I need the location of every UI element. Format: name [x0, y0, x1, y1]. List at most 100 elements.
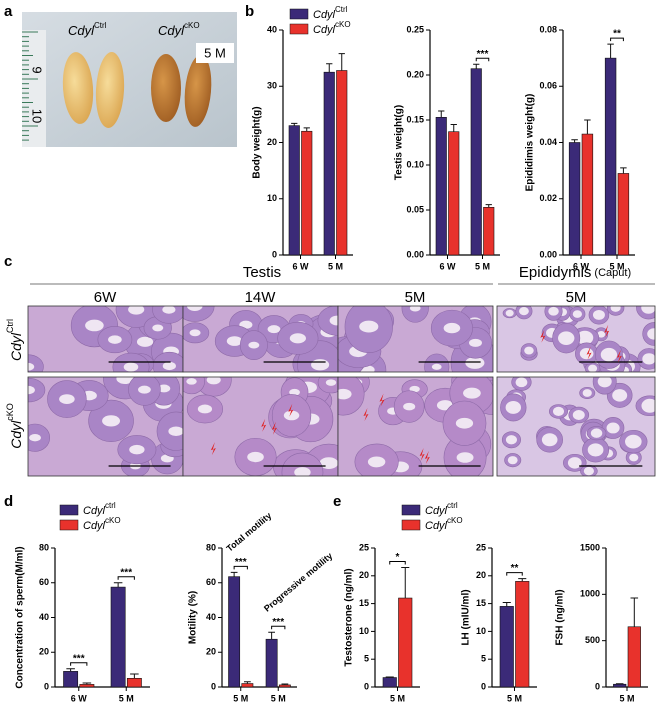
legend-swatch	[289, 8, 309, 20]
testis-photo	[184, 55, 212, 127]
lumen	[367, 456, 386, 468]
y-tick-label: 15	[476, 598, 486, 608]
y-axis-label: Testis weight(g)	[394, 105, 405, 180]
lumen	[267, 325, 281, 334]
tissue	[183, 306, 338, 372]
legend-label: CdylCtrl	[313, 5, 348, 21]
error-bar	[607, 43, 614, 59]
lumen	[505, 435, 517, 445]
y-axis-label: Body weight(g)	[252, 106, 263, 178]
y-tick-label: 40	[39, 612, 49, 622]
arrow	[261, 418, 267, 432]
image-border	[496, 305, 656, 373]
bar	[110, 586, 126, 688]
lumen	[582, 389, 592, 397]
arrow	[363, 407, 369, 421]
y-axis-label: Testosterone (ng/ml)	[344, 568, 355, 666]
error-bar	[438, 110, 445, 118]
lumen	[85, 319, 104, 332]
lumen	[409, 385, 420, 393]
row-name: Cdyl	[8, 420, 24, 449]
y-tick-label: 80	[39, 542, 49, 552]
column-header: 6W	[94, 289, 117, 306]
chart: 0 20 40 60 80 Motility (%) 5 M *** Total motilit…	[188, 510, 335, 703]
ruler-label: 9	[30, 66, 45, 73]
y-tick-label: 30	[267, 81, 277, 91]
bar	[336, 70, 348, 256]
chart: 0.00 0.05 0.10 0.15 0.20 0.25 Testis weight(g)…	[394, 24, 500, 271]
significance-bracket	[610, 37, 624, 42]
arrow	[210, 442, 216, 456]
column-header: 5M	[405, 289, 426, 306]
x-tick-label: 6 W	[439, 261, 456, 271]
lumen	[329, 315, 338, 326]
annotation: Progressive motility	[262, 551, 334, 614]
error-bar	[268, 631, 275, 640]
error-bar	[338, 53, 345, 71]
y-axis-label: Epididimis weight(g)	[525, 94, 536, 192]
y-tick-label: 0	[595, 681, 600, 691]
lumen	[311, 359, 330, 371]
bar	[568, 142, 581, 256]
age-box	[196, 43, 234, 63]
lumen	[583, 466, 594, 476]
legend-label: Cdylctrl	[425, 501, 458, 517]
y-tick-label: 25	[359, 542, 369, 552]
x-tick-label: 5 M	[390, 693, 405, 703]
lumen	[136, 336, 154, 347]
y-tick-label: 0.06	[539, 81, 557, 91]
tubule	[317, 306, 338, 336]
tissue-name: Epididymis	[519, 264, 592, 281]
lumen	[641, 306, 655, 314]
bar	[627, 626, 641, 688]
tissue	[338, 377, 493, 476]
lumen	[28, 385, 35, 395]
tubule	[281, 452, 324, 476]
error-bar	[303, 127, 310, 132]
lumen	[629, 453, 639, 462]
significance-label: ***	[235, 557, 247, 568]
panel-label: c	[4, 253, 12, 270]
significance-label: ***	[73, 653, 85, 664]
lumen	[567, 457, 582, 469]
lumen	[597, 377, 612, 388]
row-superscript: cKO	[5, 403, 15, 421]
y-tick-label: 5	[481, 654, 486, 664]
y-tick-label: 15	[359, 598, 369, 608]
lumen	[588, 364, 598, 372]
group-name: Cdyl	[158, 23, 185, 38]
lumen	[247, 451, 264, 463]
x-tick-label: 6 W	[292, 261, 309, 271]
y-tick-label: 10	[267, 193, 277, 203]
bar	[499, 606, 514, 688]
y-tick-label: 60	[206, 577, 216, 587]
significance-bracket	[233, 565, 248, 570]
legend-name: Cdyl	[313, 24, 336, 36]
significance-label: ***	[272, 617, 284, 628]
error-bar	[502, 601, 511, 607]
histology-image	[496, 305, 656, 373]
y-tick-label: 0.20	[406, 69, 424, 79]
significance-bracket	[70, 662, 88, 666]
tissue	[497, 377, 655, 476]
lumen	[600, 347, 618, 362]
significance-label: **	[613, 29, 621, 40]
lumen	[456, 452, 474, 463]
lumen	[294, 467, 311, 476]
significance-bracket	[117, 576, 135, 580]
lumen	[325, 379, 337, 386]
error-bar	[401, 566, 410, 599]
y-tick-label: 20	[359, 570, 369, 580]
lumen	[612, 389, 628, 402]
legend-superscript: cKO	[105, 516, 121, 525]
significance-bracket	[506, 572, 523, 576]
bar	[470, 68, 482, 256]
lumen	[579, 347, 594, 360]
error-bar	[230, 571, 238, 577]
lumen	[552, 406, 565, 416]
y-axis-label: FSH (ng/ml)	[555, 589, 566, 645]
y-tick-label: 1000	[580, 589, 600, 599]
y-tick-label: 0	[211, 681, 216, 691]
